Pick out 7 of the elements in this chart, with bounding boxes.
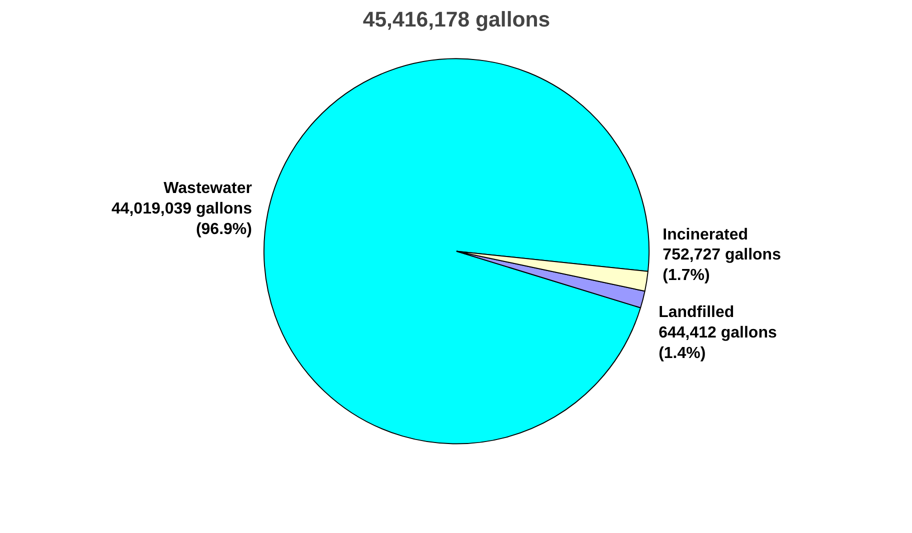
slice-label: Wastewater	[164, 180, 252, 198]
data-label: 752,727 gallons (1.7%)	[662, 246, 782, 284]
data-label: 44,019,039 gallons (96.9%)	[111, 200, 252, 238]
slice-label: Incinerated	[662, 226, 748, 244]
slice-label: Landfilled	[658, 304, 734, 322]
chart-title: 45,416,178 gallons	[362, 8, 550, 32]
data-label: 644,412 gallons (1.4%)	[658, 324, 777, 362]
